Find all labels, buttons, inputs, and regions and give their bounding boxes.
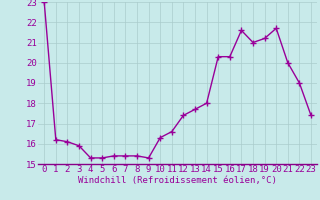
X-axis label: Windchill (Refroidissement éolien,°C): Windchill (Refroidissement éolien,°C)	[78, 176, 277, 185]
